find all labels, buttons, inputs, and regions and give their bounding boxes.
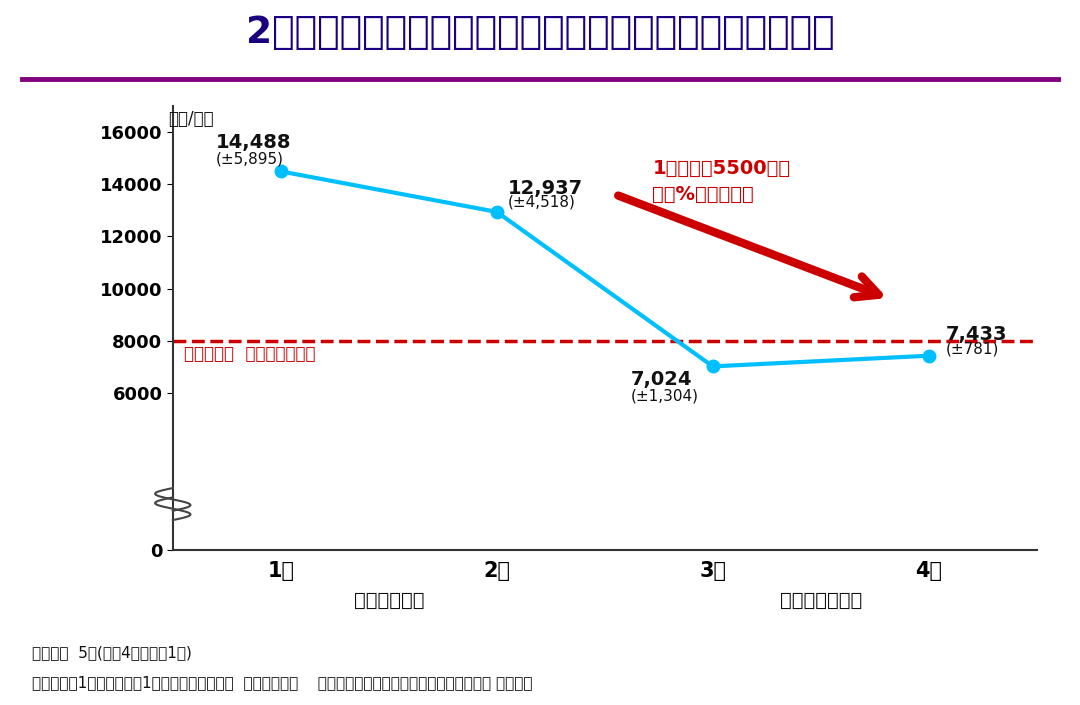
Text: (±5,895): (±5,895)	[216, 152, 284, 166]
Text: (±4,518): (±4,518)	[508, 195, 576, 209]
Text: 厚生労働省  推奨歩数ライン: 厚生労働省 推奨歩数ライン	[184, 345, 315, 363]
Text: （歩/日）: （歩/日）	[168, 110, 214, 128]
Text: (±1,304): (±1,304)	[631, 388, 699, 403]
Text: 1日当たり5500歩、: 1日当たり5500歩、	[652, 159, 791, 178]
Text: 平均歩数は1か月当たりの1日の歩数を算出：（  ）は標準偏差    タニタヘルスリンク・筑波大学久野研究室 共同研究: 平均歩数は1か月当たりの1日の歩数を算出：（ ）は標準偏差 タニタヘルスリンク・…	[32, 675, 532, 690]
Text: (±781): (±781)	[946, 341, 999, 356]
Text: ４３%の歩数減減: ４３%の歩数減減	[652, 185, 754, 204]
Text: 7,024: 7,024	[631, 369, 692, 388]
Text: 対象者数  5人(男性4人、女性1人): 対象者数 5人(男性4人、女性1人)	[32, 645, 192, 660]
Text: オフィス勤務: オフィス勤務	[353, 591, 424, 610]
Text: 2カ月間のテレワークで体重が増加した参加者の歩数推移: 2カ月間のテレワークで体重が増加した参加者の歩数推移	[245, 16, 835, 51]
Text: テレワーク期間: テレワーク期間	[780, 591, 862, 610]
Text: 7,433: 7,433	[946, 325, 1008, 344]
Text: 14,488: 14,488	[216, 133, 292, 152]
Text: 12,937: 12,937	[508, 178, 583, 197]
